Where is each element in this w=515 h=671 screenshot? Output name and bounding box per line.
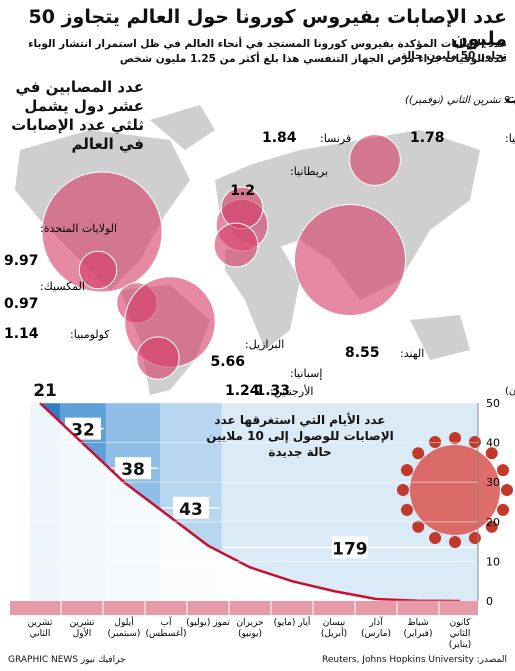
country-name: كولومبيا: — [70, 328, 110, 341]
virus-spike — [400, 503, 413, 516]
y-tick-label: 30 — [486, 476, 500, 489]
virus-spike — [412, 447, 425, 460]
title: عدد الإصابات بفيروس كورونا حول العالم يت… — [28, 6, 507, 50]
map-date: (بتاريخ 9 تشرين الثاني (نوفمبر)) — [405, 95, 515, 106]
interval-label: 21 — [33, 381, 57, 401]
virus-spike — [497, 503, 510, 516]
y-tick-label: 10 — [486, 555, 500, 568]
x-tick-label: أيلول (سبتمبر) — [107, 618, 141, 639]
x-tick-label: حزيران (يونيو) — [236, 618, 264, 639]
map-heading: ملايين الحالات — [505, 91, 515, 107]
case-bubble — [349, 134, 401, 186]
interval-label: 43 — [179, 500, 203, 520]
case-bubble — [293, 203, 407, 317]
annotation: عدد الأيام التي استغرقها عدد الإصابات لل… — [206, 413, 394, 459]
country-name: الولايات المتحدة: — [40, 222, 117, 235]
line — [39, 402, 461, 603]
interval-label-box — [331, 536, 368, 559]
country-value: 1.24 — [225, 383, 260, 399]
country-value: 1.84 — [262, 130, 297, 146]
country-name: المكسيك: — [40, 280, 85, 293]
y-tick-label: 40 — [486, 437, 500, 450]
interval-label: 32 — [71, 421, 95, 441]
country-value: 1.78 — [410, 130, 445, 146]
x-tick-label: تشرين الأول — [69, 618, 95, 639]
country-value: 8.55 — [345, 345, 380, 361]
virus-spike — [429, 435, 442, 448]
country-value: 9.97 — [4, 253, 39, 269]
x-tick-label: آذار (مارس) — [361, 618, 391, 639]
source: المصدر: Reuters, Johns Hopkins Universit… — [322, 655, 507, 665]
virus-spike — [485, 520, 498, 533]
virus-spike — [400, 464, 413, 477]
country-name: فرنسا: — [320, 132, 351, 145]
virus-spike — [468, 435, 481, 448]
case-bubble — [136, 336, 180, 380]
map-note: عدد المصابين في عشر دول يشمل ثلثي عدد ال… — [11, 78, 144, 153]
country-name: الأرجنتين: — [270, 384, 313, 398]
virus-spike — [449, 536, 461, 548]
country-value: 1.2 — [230, 183, 255, 199]
x-tick-label: كانون الثاني (يناير) — [448, 618, 472, 650]
virus-spike — [485, 447, 498, 460]
y-tick-label: 20 — [486, 516, 500, 529]
country-name: بريطانيا: — [290, 165, 328, 178]
interval-label: 179 — [332, 539, 368, 559]
country-value: 5.66 — [210, 354, 245, 370]
intro-line: عدد الإصابات المؤكدة بفيروس كورونا المست… — [28, 38, 507, 62]
y-axis-label: العدد التراكمي للإصابات (مليون) — [505, 386, 515, 397]
case-bubble — [213, 222, 259, 268]
y-tick-label: 0 — [486, 595, 493, 608]
x-tick-label: تشرين الثاني — [27, 618, 53, 639]
interval-label-box — [115, 457, 152, 480]
y-tick-label: 50 — [486, 397, 500, 410]
virus-spike — [449, 432, 461, 444]
country-value: 1.14 — [4, 326, 39, 342]
country-name: البرازيل: — [245, 338, 284, 351]
interval-label-box — [173, 496, 210, 519]
country-name: إسبانيا: — [290, 367, 322, 380]
country-name: الهند: — [400, 347, 424, 360]
interval-label: 38 — [121, 460, 145, 480]
country-name: روسيا: — [505, 132, 515, 145]
virus-spike — [501, 484, 513, 496]
virus-spike — [397, 484, 409, 496]
case-bubble — [41, 171, 163, 293]
intro-line: عدد الوفيات جراء مرض الجهاز التنفسي هذا … — [119, 53, 507, 65]
country-value: 1.33 — [255, 383, 290, 399]
case-bubble — [78, 250, 118, 290]
x-tick-label: شباط (فبراير) — [403, 618, 433, 639]
virus-spike — [412, 520, 425, 533]
x-tick-label: تموز (يوليو) — [186, 618, 230, 628]
virus-spike — [429, 532, 442, 545]
x-tick-label: نيسان (أبريل) — [320, 618, 348, 639]
area — [30, 403, 478, 601]
country-value: 0.97 — [4, 296, 39, 312]
virus-spike — [497, 464, 510, 477]
virus-spike — [468, 532, 481, 545]
x-tick-label: آب (أغسطس) — [145, 618, 187, 639]
x-axis-band — [10, 601, 478, 615]
x-tick-label: أيار (مايو) — [273, 618, 311, 628]
credit: GRAPHIC NEWS جرافيك نيوز — [8, 655, 126, 665]
